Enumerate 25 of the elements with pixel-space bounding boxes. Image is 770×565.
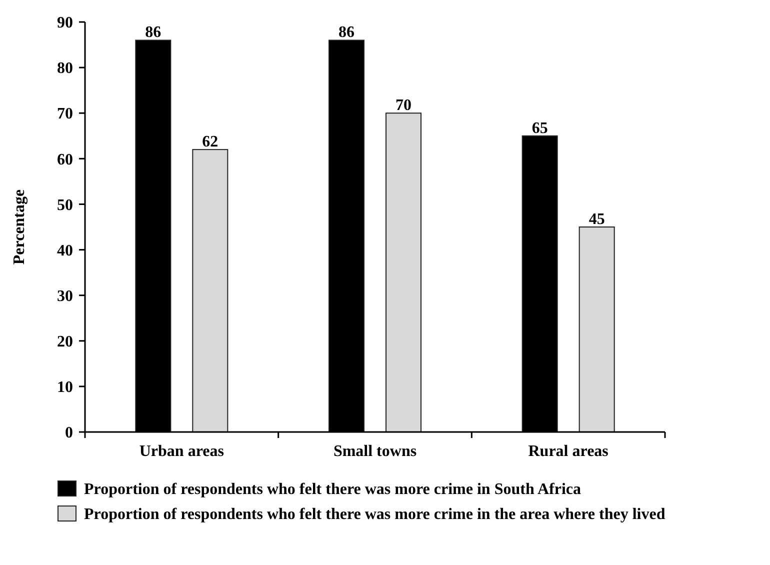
- data-label: 45: [588, 211, 605, 228]
- y-tick-label: 60: [57, 151, 73, 168]
- y-tick-label: 90: [57, 14, 73, 32]
- y-tick-label: 10: [57, 379, 73, 396]
- x-tick-label: Urban areas: [139, 443, 224, 460]
- y-tick-label: 20: [57, 333, 73, 350]
- legend-label: Proportion of respondents who felt there was more crime in the area where they lived: [84, 506, 666, 523]
- legend-label: Proportion of respondents who felt there was more crime in South Africa: [84, 481, 581, 498]
- x-tick-label: Small towns: [333, 443, 417, 460]
- bar: [386, 112, 422, 432]
- y-tick-label: 40: [57, 242, 73, 260]
- x-tick-label: Rural areas: [528, 443, 608, 460]
- data-label: 65: [532, 120, 548, 137]
- bar: [192, 149, 228, 432]
- data-label: 70: [396, 97, 412, 114]
- y-tick-label: 80: [57, 60, 73, 78]
- y-tick-label: 30: [57, 288, 73, 305]
- y-tick-label: 50: [57, 196, 73, 214]
- data-label: 62: [202, 134, 218, 151]
- y-tick-label: 0: [65, 424, 73, 442]
- y-axis-title: Percentage: [11, 189, 28, 265]
- data-label: 86: [338, 24, 354, 42]
- data-label: 86: [145, 24, 162, 42]
- y-tick-label: 70: [57, 106, 73, 123]
- bar: [578, 226, 615, 432]
